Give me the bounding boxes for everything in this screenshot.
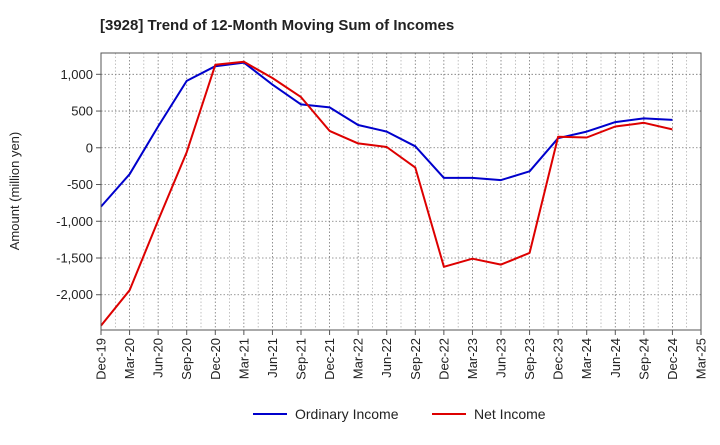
series-line-net-income	[100, 60, 673, 327]
x-tick-label: Jun-22	[379, 338, 394, 378]
y-tick-label: -1,500	[56, 250, 93, 265]
x-tick-label: Jun-23	[494, 338, 509, 378]
x-tick-label: Jun-21	[265, 338, 280, 378]
y-tick-label: 500	[71, 104, 93, 119]
x-tick-label: Mar-24	[579, 338, 594, 379]
x-tick-label: Mar-21	[236, 338, 251, 379]
y-tick-label: -1,000	[56, 214, 93, 229]
x-tick-label: Dec-23	[551, 338, 566, 380]
x-tick-label: Mar-22	[351, 338, 366, 379]
x-tick-label: Dec-21	[322, 338, 337, 380]
x-tick-label: Sep-24	[636, 338, 651, 380]
x-axis-ticks: Dec-19 Mar-20 Jun-20 Sep-20 Dec-20 Mar-21 Jun-…	[94, 330, 709, 380]
x-tick-label: Jun-20	[151, 338, 166, 378]
x-tick-label: Sep-20	[179, 338, 194, 380]
x-tick-label: Sep-21	[294, 338, 309, 380]
x-tick-label: Sep-22	[408, 338, 423, 380]
x-tick-label: Dec-22	[436, 338, 451, 380]
x-tick-label: Dec-19	[94, 338, 109, 380]
y-axis-ticks: 1,000 500 0 -500 -1,000 -1,500 -2,000	[56, 67, 101, 302]
y-tick-label: -500	[67, 177, 93, 192]
grid	[100, 53, 702, 330]
chart-title: [3928] Trend of 12-Month Moving Sum of I…	[100, 17, 454, 34]
plot-border	[100, 52, 702, 331]
y-axis-label: Amount (million yen)	[7, 132, 22, 251]
series-line-ordinary-income	[100, 61, 673, 208]
x-tick-label: Sep-23	[522, 338, 537, 380]
x-tick-label: Dec-20	[208, 338, 223, 380]
y-tick-label: 1,000	[60, 67, 93, 82]
x-tick-label: Jun-24	[608, 338, 623, 378]
x-tick-label: Dec-24	[665, 338, 680, 380]
series-lines	[100, 60, 673, 327]
y-tick-label: -2,000	[56, 287, 93, 302]
x-tick-label: Mar-23	[465, 338, 480, 379]
x-tick-label: Mar-20	[122, 338, 137, 379]
x-tick-label: Mar-25	[694, 338, 709, 379]
legend-label-net-income: Net Income	[474, 406, 546, 422]
legend: Ordinary Income Net Income	[253, 406, 546, 422]
y-tick-label: 0	[86, 140, 93, 155]
legend-label-ordinary-income: Ordinary Income	[295, 406, 399, 422]
